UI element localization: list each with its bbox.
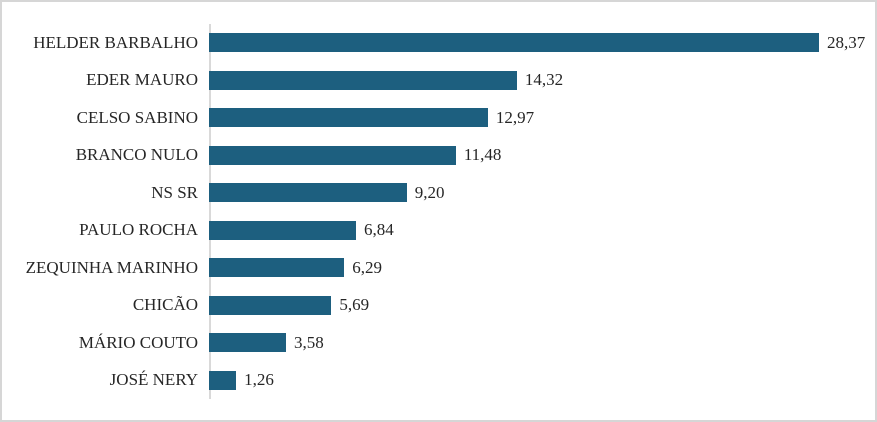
value-label: 9,20 — [414, 182, 445, 202]
bar — [209, 108, 488, 128]
bar — [209, 333, 286, 353]
chart-row: CELSO SABINO 12,97 — [2, 99, 875, 137]
chart-row: PAULO ROCHA 6,84 — [2, 212, 875, 250]
value-label: 5,69 — [339, 295, 370, 315]
chart-row: BRANCO NULO 11,48 — [2, 137, 875, 175]
bar — [209, 258, 345, 278]
category-label: CELSO SABINO — [76, 107, 198, 127]
category-label: CHICÃO — [132, 295, 198, 315]
bar — [209, 220, 357, 240]
bar — [209, 183, 407, 203]
category-label: HELDER BARBALHO — [33, 32, 198, 52]
value-label: 1,26 — [244, 370, 274, 390]
value-label: 12,97 — [495, 107, 535, 127]
chart-row: MÁRIO COUTO 3,58 — [2, 324, 875, 362]
chart-row: ZEQUINHA MARINHO 6,29 — [2, 249, 875, 287]
category-label: JOSÉ NERY — [109, 370, 198, 390]
chart-row: NS SR 9,20 — [2, 174, 875, 212]
chart-row: CHICÃO 5,69 — [2, 287, 875, 325]
bar-rows: HELDER BARBALHO 28,37 EDER MAURO 14,32 CELSO… — [2, 24, 875, 399]
bar — [209, 145, 456, 165]
category-label: PAULO ROCHA — [79, 220, 198, 240]
value-label: 6,29 — [352, 257, 382, 277]
category-label: BRANCO NULO — [75, 145, 198, 165]
chart-row: HELDER BARBALHO 28,37 — [2, 24, 875, 62]
chart-row: EDER MAURO 14,32 — [2, 62, 875, 100]
category-label: ZEQUINHA MARINHO — [25, 257, 198, 277]
value-label: 11,48 — [463, 145, 502, 165]
category-label: NS SR — [151, 182, 198, 202]
bar — [209, 33, 819, 53]
chart-row: JOSÉ NERY 1,26 — [2, 362, 875, 400]
bar — [209, 70, 517, 90]
bar — [209, 295, 332, 315]
value-label: 28,37 — [826, 32, 866, 52]
category-label: EDER MAURO — [86, 70, 198, 90]
bar — [209, 370, 237, 390]
value-label: 14,32 — [524, 70, 564, 90]
value-label: 3,58 — [293, 332, 324, 352]
category-label: MÁRIO COUTO — [78, 332, 198, 352]
y-axis-line — [209, 24, 211, 399]
value-label: 6,84 — [364, 220, 394, 240]
